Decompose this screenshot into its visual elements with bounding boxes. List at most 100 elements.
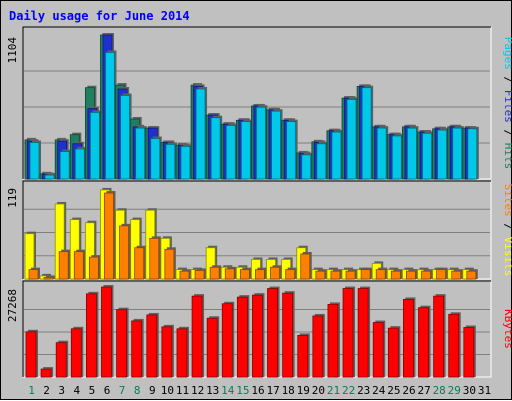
bar-face <box>330 270 341 280</box>
bar-face <box>134 247 145 280</box>
x-tick-label-day-22: 22 <box>342 384 355 397</box>
x-tick-label-day-10: 10 <box>161 384 174 397</box>
legend-separator: / <box>502 70 512 90</box>
bar-face <box>271 110 281 180</box>
bar-kbytes-day-29 <box>448 312 461 378</box>
bar-pages-day-28 <box>437 128 449 180</box>
bar-sites-day-22 <box>345 269 358 280</box>
bar-face <box>194 270 205 280</box>
bar-kbytes-day-3 <box>55 340 69 378</box>
bar-kbytes-day-2 <box>40 367 54 378</box>
bar-face <box>421 270 431 280</box>
x-tick-label-day-29: 29 <box>448 384 461 397</box>
bar-face <box>467 128 478 180</box>
bar-face <box>25 331 37 378</box>
bar-face <box>70 328 82 378</box>
bar-pages-day-2 <box>44 173 57 180</box>
bar-sites-day-14 <box>224 266 237 280</box>
series-legend-1: Pages / Files / Hits <box>502 37 512 170</box>
bar-face <box>105 52 115 180</box>
x-tick-label-day-9: 9 <box>149 384 156 397</box>
bar-face <box>116 309 127 378</box>
bar-face <box>403 299 414 378</box>
bar-face <box>255 269 265 280</box>
bar-face <box>361 87 372 180</box>
bar-sites-day-4 <box>73 249 86 280</box>
bar-sites-day-10 <box>164 247 176 280</box>
bar-face <box>85 293 97 378</box>
bar-pages-day-17 <box>271 109 283 180</box>
bar-pages-day-1 <box>29 140 41 180</box>
bar-face <box>372 322 384 378</box>
bar-sites-day-6 <box>104 191 116 280</box>
legend-separator: / <box>502 123 512 143</box>
bar-kbytes-day-22 <box>342 286 356 378</box>
x-tick-label-day-18: 18 <box>282 384 295 397</box>
bar-kbytes-day-24 <box>372 320 386 378</box>
bar-kbytes-day-14 <box>221 301 235 378</box>
x-tick-label-day-25: 25 <box>387 384 400 397</box>
bar-sites-day-15 <box>239 267 252 280</box>
bar-pages-day-4 <box>74 147 87 180</box>
x-tick-label-day-24: 24 <box>372 384 386 397</box>
bar-kbytes-day-15 <box>236 295 250 378</box>
x-tick-label-day-19: 19 <box>297 384 310 397</box>
x-tick-label-day-7: 7 <box>119 384 126 397</box>
bar-face <box>463 327 475 378</box>
bar-kbytes-day-25 <box>387 326 401 378</box>
bar-face <box>282 292 294 378</box>
bar-kbytes-day-10 <box>161 324 174 378</box>
x-tick-label-day-1: 1 <box>28 384 35 397</box>
bar-face <box>346 99 357 180</box>
bar-sites-day-5 <box>88 255 101 280</box>
x-tick-label-day-16: 16 <box>251 384 264 397</box>
series-legend-2: Sites / Visits <box>502 184 512 277</box>
bar-face <box>466 270 477 280</box>
bar-face <box>146 314 158 378</box>
bar-face <box>101 286 112 378</box>
y-axis-max-label-3: 27268 <box>6 289 19 322</box>
bar-pages-day-10 <box>165 142 177 180</box>
bar-sites-day-12 <box>194 268 207 280</box>
bar-face <box>224 268 235 280</box>
bar-sites-day-13 <box>209 265 222 280</box>
x-tick-label-day-8: 8 <box>134 384 141 397</box>
bar-pages-day-27 <box>422 131 434 180</box>
bar-pages-day-8 <box>135 126 147 180</box>
bar-face <box>270 266 280 280</box>
bar-sites-day-30 <box>466 269 478 280</box>
bar-face <box>131 320 143 378</box>
bar-face <box>221 303 233 378</box>
bar-sites-day-21 <box>330 269 342 280</box>
bar-sites-day-29 <box>451 269 463 280</box>
bar-face <box>104 192 114 280</box>
bar-face <box>390 270 401 280</box>
bar-pages-day-7 <box>120 93 132 180</box>
bar-face <box>252 294 263 378</box>
x-tick-label-day-21: 21 <box>327 384 340 397</box>
bar-kbytes-day-4 <box>70 326 84 378</box>
bar-kbytes-day-30 <box>463 325 476 378</box>
bar-kbytes-day-19 <box>297 333 310 378</box>
bar-pages-day-3 <box>59 149 72 180</box>
bar-face <box>239 269 250 280</box>
x-tick-label-day-26: 26 <box>402 384 415 397</box>
bar-face <box>375 269 386 280</box>
panel-edge-2 <box>22 180 491 279</box>
x-tick-label-day-28: 28 <box>433 384 446 397</box>
bar-kbytes-day-6 <box>101 285 114 378</box>
bar-kbytes-day-21 <box>327 302 340 378</box>
bar-pages-day-6 <box>105 50 117 180</box>
bar-sites-day-18 <box>285 267 297 280</box>
x-tick-label-day-4: 4 <box>73 384 80 397</box>
chart-title: Daily usage for June 2014 <box>9 9 190 23</box>
bar-face <box>209 266 220 280</box>
bar-sites-day-7 <box>119 223 131 280</box>
x-tick-label-day-20: 20 <box>312 384 325 397</box>
bar-face <box>451 270 462 280</box>
bar-face <box>391 135 402 180</box>
bar-pages-day-25 <box>391 133 404 180</box>
bar-sites-day-20 <box>315 269 327 280</box>
